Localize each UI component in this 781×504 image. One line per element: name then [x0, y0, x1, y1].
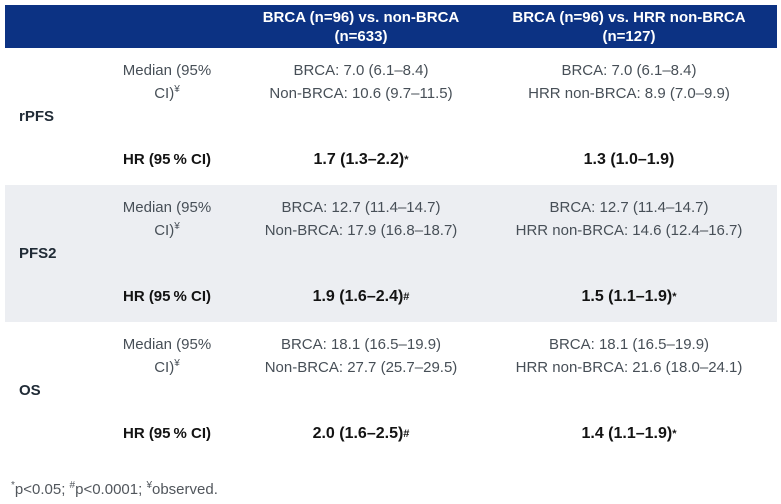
hr-value-hrr-nonbrca: 1.4 (1.1–1.9) *	[581, 424, 677, 442]
column-header-brca-vs-nonbrca: BRCA (n=96) vs. non-BRCA (n=633)	[241, 5, 481, 48]
median-brca-line: BRCA: 12.7 (11.4–14.7)	[549, 199, 709, 216]
section-rpfs: rPFS Median (95% CI)¥ BRCA: 7.0 (6.1–8.4…	[5, 48, 777, 185]
median-comparator-line: Non-BRCA: 17.9 (16.8–18.7)	[264, 222, 458, 239]
outcomes-table: BRCA (n=96) vs. non-BRCA (n=633) BRCA (n…	[5, 5, 777, 459]
asterisk-marker: *	[11, 480, 15, 491]
section-pfs2: PFS2 Median (95% CI)¥ BRCA: 12.7 (11.4–1…	[5, 185, 777, 322]
row-group-label: PFS2	[19, 245, 57, 262]
median-label-line2: CI)¥	[154, 358, 180, 377]
column-header-brca-vs-hrr-nonbrca: BRCA (n=96) vs. HRR non-BRCA (n=127)	[481, 5, 777, 48]
median-value-nonbrca: BRCA: 12.7 (11.4–14.7) Non-BRCA: 17.9 (1…	[241, 185, 481, 257]
observed-marker: ¥	[174, 84, 180, 95]
table-footnote: *p<0.05; #p<0.0001; ¥observed.	[11, 480, 218, 499]
median-brca-line: BRCA: 7.0 (6.1–8.4)	[293, 62, 429, 79]
median-label-line2: CI)¥	[154, 221, 180, 240]
hash-marker: #	[69, 480, 76, 491]
hr-value-nonbrca: 2.0 (1.6–2.5) #	[312, 424, 410, 442]
row-group-label: rPFS	[19, 108, 55, 125]
header-spacer-metric	[93, 5, 241, 48]
median-brca-line: BRCA: 7.0 (6.1–8.4)	[561, 62, 697, 79]
column-header-line2: (n=633)	[334, 28, 388, 45]
table-header-row: BRCA (n=96) vs. non-BRCA (n=633) BRCA (n…	[5, 5, 777, 48]
hr-value-hrr-nonbrca: 1.5 (1.1–1.9) *	[581, 287, 677, 305]
median-comparator-line: HRR non-BRCA: 14.6 (12.4–16.7)	[515, 222, 743, 239]
median-label-line1: Median (95%	[122, 336, 212, 353]
median-label: Median (95% CI)¥	[93, 322, 241, 394]
median-brca-line: BRCA: 12.7 (11.4–14.7)	[281, 199, 441, 216]
median-brca-line: BRCA: 18.1 (16.5–19.9)	[280, 336, 442, 353]
observed-marker: ¥	[174, 221, 180, 232]
median-comparator-line: HRR non-BRCA: 8.9 (7.0–9.9)	[528, 85, 730, 102]
hr-label: HR (95 % CI)	[122, 151, 211, 168]
observed-marker: ¥	[174, 358, 180, 369]
hr-label: HR (95 % CI)	[122, 288, 211, 305]
median-comparator-line: HRR non-BRCA: 21.6 (18.0–24.1)	[515, 359, 743, 376]
hr-value-nonbrca: 1.9 (1.6–2.4) #	[312, 287, 410, 305]
section-os: OS Median (95% CI)¥ BRCA: 18.1 (16.5–19.…	[5, 322, 777, 459]
row-group-label: OS	[19, 382, 41, 399]
yen-marker: ¥	[146, 480, 152, 491]
median-value-nonbrca: BRCA: 18.1 (16.5–19.9) Non-BRCA: 27.7 (2…	[241, 322, 481, 394]
column-header-line2: (n=127)	[602, 28, 656, 45]
median-brca-line: BRCA: 18.1 (16.5–19.9)	[548, 336, 710, 353]
median-comparator-line: Non-BRCA: 10.6 (9.7–11.5)	[269, 85, 453, 102]
median-label-line2: CI)¥	[154, 84, 180, 103]
median-value-hrr-nonbrca: BRCA: 12.7 (11.4–14.7) HRR non-BRCA: 14.…	[481, 185, 777, 257]
median-value-hrr-nonbrca: BRCA: 18.1 (16.5–19.9) HRR non-BRCA: 21.…	[481, 322, 777, 394]
median-value-hrr-nonbrca: BRCA: 7.0 (6.1–8.4) HRR non-BRCA: 8.9 (7…	[481, 48, 777, 120]
header-spacer-group	[5, 5, 93, 48]
hr-value-nonbrca: 1.7 (1.3–2.2) *	[313, 150, 409, 168]
median-label-line1: Median (95%	[122, 62, 212, 79]
hr-label: HR (95 % CI)	[122, 425, 211, 442]
median-value-nonbrca: BRCA: 7.0 (6.1–8.4) Non-BRCA: 10.6 (9.7–…	[241, 48, 481, 120]
median-label: Median (95% CI)¥	[93, 185, 241, 257]
column-header-line1: BRCA (n=96) vs. HRR non-BRCA	[512, 9, 746, 26]
median-label: Median (95% CI)¥	[93, 48, 241, 120]
median-label-line1: Median (95%	[122, 199, 212, 216]
column-header-line1: BRCA (n=96) vs. non-BRCA	[262, 9, 460, 26]
median-comparator-line: Non-BRCA: 27.7 (25.7–29.5)	[264, 359, 458, 376]
hr-value-hrr-nonbrca: 1.3 (1.0–1.9)	[583, 150, 675, 168]
